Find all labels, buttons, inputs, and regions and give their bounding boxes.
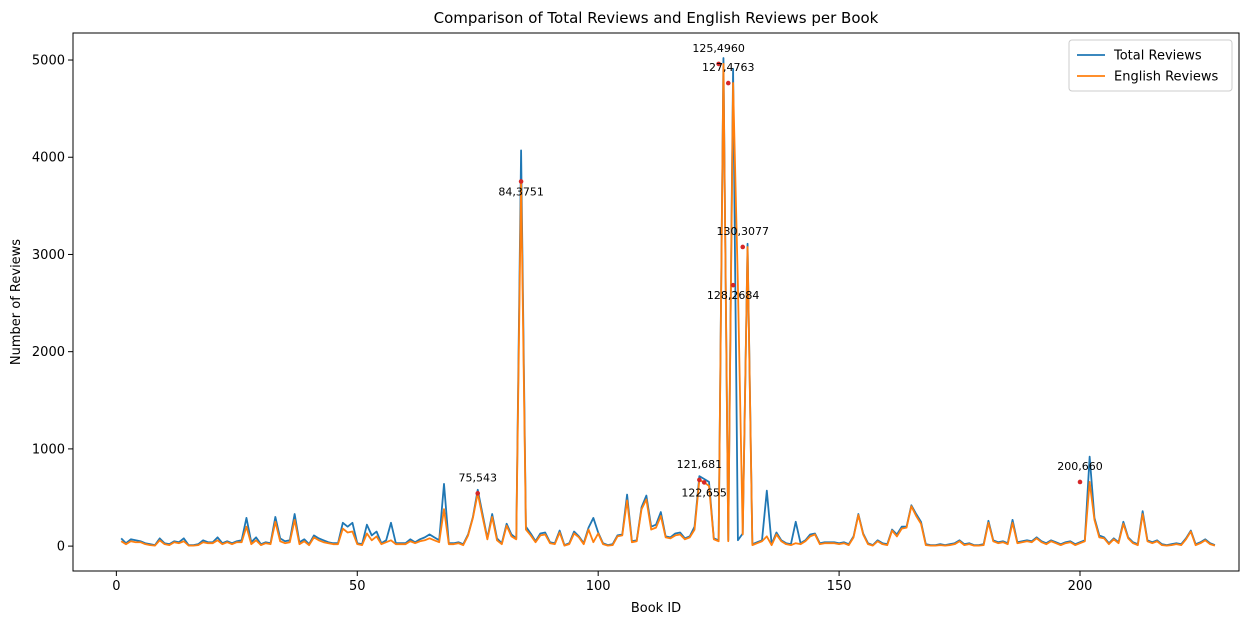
highlight-point [518, 179, 524, 184]
point-label: 200,660 [1057, 460, 1103, 473]
legend-box [1068, 39, 1233, 92]
y-tick-label: 5000 [32, 54, 65, 69]
series-lines [120, 57, 1216, 547]
y-tick-label: 1000 [32, 442, 65, 457]
highlight-point [716, 61, 721, 67]
point-label: 127,4763 [702, 61, 755, 74]
point-label: 75,543 [458, 471, 497, 484]
y-tick-label: 4000 [32, 151, 65, 166]
plot-area: 75,543 84,3751 121,681 122,655 125,4960 127,4… [72, 32, 1240, 572]
y-axis-ticks: 0 1000 2000 3000 4000 5000 [32, 54, 73, 555]
highlight-point [725, 80, 731, 86]
x-tick-label: 150 [827, 579, 852, 594]
x-axis-label: Book ID [631, 601, 681, 616]
highlight-point [1077, 479, 1083, 485]
highlight-point [475, 491, 481, 496]
y-tick-label: 2000 [32, 345, 65, 360]
x-tick-label: 100 [586, 579, 611, 594]
highlighted-points [475, 61, 1083, 496]
y-tick-label: 3000 [32, 248, 65, 263]
highlight-point [730, 282, 736, 288]
chart-title: Comparison of Total Reviews and English … [434, 9, 879, 27]
y-axis-label: Number of Reviews [9, 239, 24, 365]
x-tick-label: 50 [349, 579, 366, 594]
x-axis-ticks: 0 50 100 150 200 [112, 571, 1092, 594]
point-label: 128,2684 [707, 289, 760, 302]
legend-label: Total Reviews [1113, 49, 1202, 64]
highlight-point [740, 244, 746, 250]
legend-label: English Reviews [1114, 70, 1218, 85]
x-tick-label: 0 [112, 579, 120, 594]
plot-background [73, 33, 1239, 571]
legend: Total Reviews English Reviews [1068, 39, 1233, 92]
point-label: 122,655 [681, 486, 727, 499]
point-label: 125,4960 [692, 42, 745, 55]
point-label: 130,3077 [716, 225, 769, 238]
series-line-english-reviews [120, 63, 1216, 547]
point-labels: 75,543 84,3751 121,681 122,655 125,4960 127,4… [458, 42, 1102, 500]
highlight-point [697, 477, 702, 483]
point-label: 84,3751 [498, 185, 544, 198]
highlight-point [701, 480, 707, 485]
y-tick-label: 0 [57, 540, 65, 555]
x-tick-label: 200 [1068, 579, 1093, 594]
point-label: 121,681 [677, 458, 723, 471]
plot-frame [72, 32, 1240, 572]
